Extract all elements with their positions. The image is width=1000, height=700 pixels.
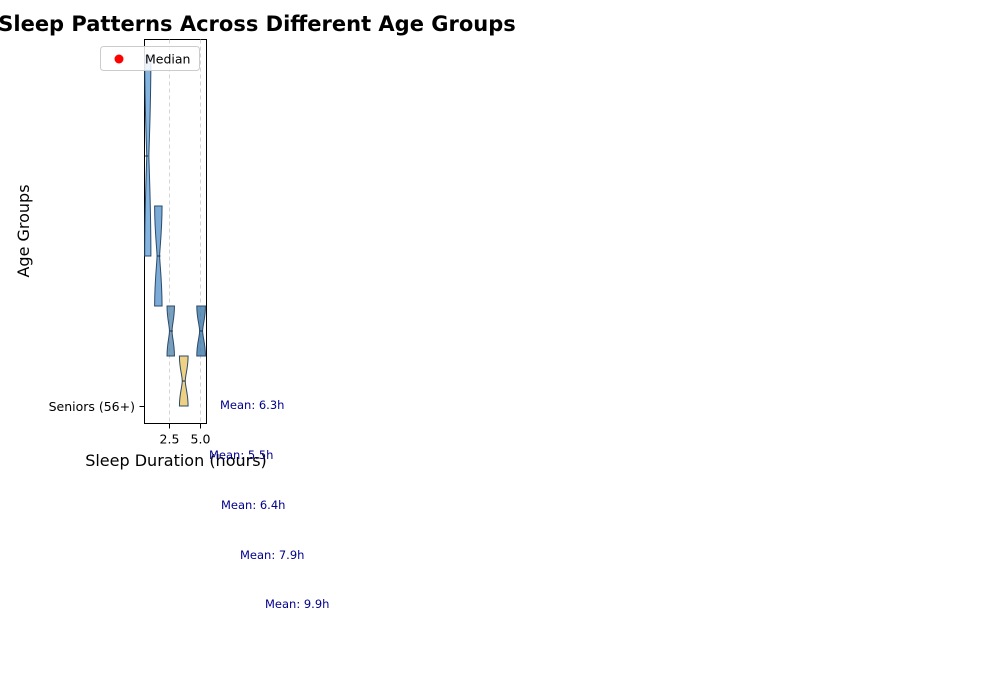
legend-median-label: Median bbox=[145, 52, 190, 67]
violins bbox=[144, 55, 206, 407]
mean-annotations: Mean: 6.3h Mean: 5.5h Mean: 6.4h Mean: 7… bbox=[209, 398, 329, 611]
grid-lines bbox=[169, 39, 201, 424]
chart-title: Sleep Patterns Across Different Age Grou… bbox=[0, 12, 516, 36]
x-ticks: 2.5 5.0 bbox=[160, 423, 211, 447]
legend-median-marker bbox=[114, 54, 124, 64]
y-tick-label: Seniors (56+) bbox=[49, 399, 135, 414]
legend-box bbox=[100, 46, 200, 71]
mean-label: Mean: 6.4h bbox=[221, 498, 285, 512]
x-tick-label: 2.5 bbox=[160, 432, 180, 447]
x-axis-label: Sleep Duration (hours) bbox=[85, 451, 267, 470]
mean-label: Mean: 7.9h bbox=[240, 548, 304, 562]
mean-label: Mean: 6.3h bbox=[220, 398, 284, 412]
legend: Median bbox=[100, 46, 200, 71]
x-tick-label: 5.0 bbox=[191, 432, 211, 447]
mean-label: Mean: 5.5h bbox=[209, 448, 273, 462]
plot-frame bbox=[144, 39, 207, 424]
mean-label: Mean: 9.9h bbox=[265, 597, 329, 611]
y-axis-label: Age Groups bbox=[14, 184, 33, 277]
